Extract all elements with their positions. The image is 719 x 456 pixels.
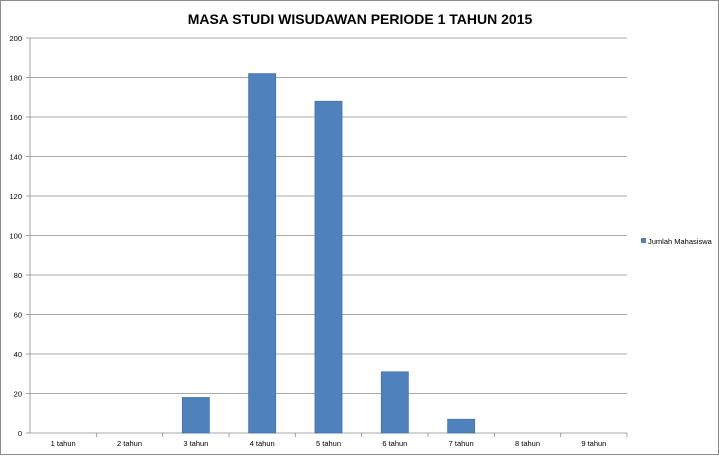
y-tick-label: 40 bbox=[14, 350, 22, 359]
y-tick-label: 140 bbox=[9, 153, 22, 162]
x-tick-label: 2 tahun bbox=[117, 439, 142, 448]
legend-swatch bbox=[641, 238, 646, 243]
x-tick-label: 8 tahun bbox=[515, 439, 540, 448]
x-tick-label: 6 tahun bbox=[382, 439, 407, 448]
chart-title: MASA STUDI WISUDAWAN PERIODE 1 TAHUN 201… bbox=[188, 11, 533, 27]
y-tick-label: 20 bbox=[14, 390, 22, 399]
y-tick-label: 160 bbox=[9, 113, 22, 122]
y-tick-label: 120 bbox=[9, 192, 22, 201]
bar bbox=[181, 397, 210, 434]
tick-labels: 0 20 40 60 80 100 120 140 160 180 200 1 tahun 2 tahu… bbox=[9, 34, 606, 448]
y-tick-label: 60 bbox=[14, 311, 22, 320]
x-tick-label: 9 tahun bbox=[581, 439, 606, 448]
y-tick-label: 180 bbox=[9, 74, 22, 83]
x-tick-label: 7 tahun bbox=[449, 439, 474, 448]
bar bbox=[314, 100, 343, 434]
x-tick-label: 4 tahun bbox=[250, 439, 275, 448]
y-tick-label: 0 bbox=[18, 429, 22, 438]
bars bbox=[181, 73, 476, 434]
x-tick-label: 5 tahun bbox=[316, 439, 341, 448]
bar bbox=[380, 371, 409, 434]
x-tick-label: 1 tahun bbox=[51, 439, 76, 448]
legend-label: Jumlah Mahasiswa bbox=[648, 237, 713, 246]
bar bbox=[447, 418, 476, 434]
y-tick-label: 100 bbox=[9, 232, 22, 241]
y-tick-label: 200 bbox=[9, 34, 22, 43]
bar bbox=[248, 73, 277, 434]
y-tick-label: 80 bbox=[14, 271, 22, 280]
legend: Jumlah Mahasiswa bbox=[641, 237, 713, 246]
x-tick-label: 3 tahun bbox=[183, 439, 208, 448]
